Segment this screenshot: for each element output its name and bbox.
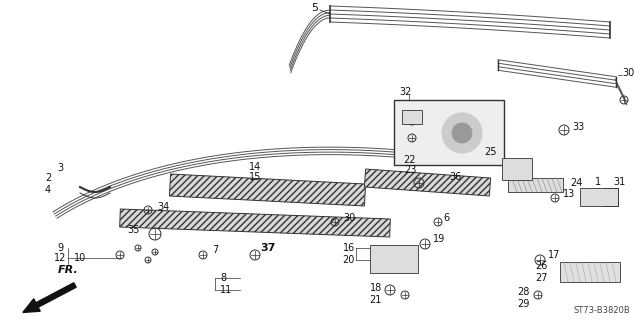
Text: 18: 18 <box>369 283 382 293</box>
Text: 28: 28 <box>518 287 530 297</box>
Text: 33: 33 <box>572 122 584 132</box>
Polygon shape <box>120 209 390 237</box>
Bar <box>580 188 618 206</box>
Text: 23: 23 <box>404 165 416 175</box>
Text: 27: 27 <box>536 273 548 283</box>
Text: 13: 13 <box>563 189 575 199</box>
Bar <box>502 158 532 180</box>
Text: 19: 19 <box>433 234 445 244</box>
Text: 6: 6 <box>443 213 449 223</box>
FancyArrow shape <box>23 283 76 312</box>
Text: 16: 16 <box>343 243 355 253</box>
Text: 20: 20 <box>343 255 355 265</box>
Bar <box>370 245 418 273</box>
Circle shape <box>442 113 482 153</box>
Text: 4: 4 <box>45 185 51 195</box>
Bar <box>402 110 422 124</box>
Text: 37: 37 <box>260 243 275 253</box>
Text: 10: 10 <box>74 253 86 263</box>
Text: 1: 1 <box>595 177 601 187</box>
Text: 17: 17 <box>548 250 561 260</box>
Text: 30: 30 <box>622 68 634 78</box>
Text: 15: 15 <box>249 172 261 182</box>
Text: 24: 24 <box>570 178 582 188</box>
Circle shape <box>452 123 472 143</box>
Text: FR.: FR. <box>57 265 78 275</box>
Text: 25: 25 <box>485 147 497 157</box>
Text: 2: 2 <box>45 173 51 183</box>
Text: 26: 26 <box>536 261 548 271</box>
Bar <box>508 178 563 192</box>
Text: 3: 3 <box>57 163 63 173</box>
Bar <box>394 100 504 165</box>
Text: 8: 8 <box>220 273 226 283</box>
Polygon shape <box>364 169 490 196</box>
Text: 31: 31 <box>613 177 626 187</box>
Polygon shape <box>169 174 366 206</box>
Text: 12: 12 <box>54 253 66 263</box>
Text: 29: 29 <box>518 299 530 309</box>
Text: 9: 9 <box>57 243 63 253</box>
Text: 36: 36 <box>449 172 461 182</box>
Text: 21: 21 <box>369 295 382 305</box>
Text: 5: 5 <box>311 3 318 13</box>
Text: 14: 14 <box>249 162 261 172</box>
Text: 7: 7 <box>212 245 218 255</box>
Text: 35: 35 <box>127 225 140 235</box>
Text: 22: 22 <box>404 155 416 165</box>
Text: 32: 32 <box>399 87 412 97</box>
Text: 34: 34 <box>157 202 169 212</box>
Text: 11: 11 <box>220 285 233 295</box>
Bar <box>560 262 620 282</box>
Text: 30: 30 <box>343 213 355 223</box>
Text: ST73-B3820B: ST73-B3820B <box>573 306 630 315</box>
